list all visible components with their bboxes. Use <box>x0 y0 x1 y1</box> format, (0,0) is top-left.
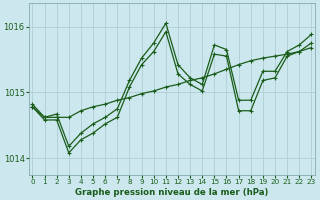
X-axis label: Graphe pression niveau de la mer (hPa): Graphe pression niveau de la mer (hPa) <box>75 188 268 197</box>
